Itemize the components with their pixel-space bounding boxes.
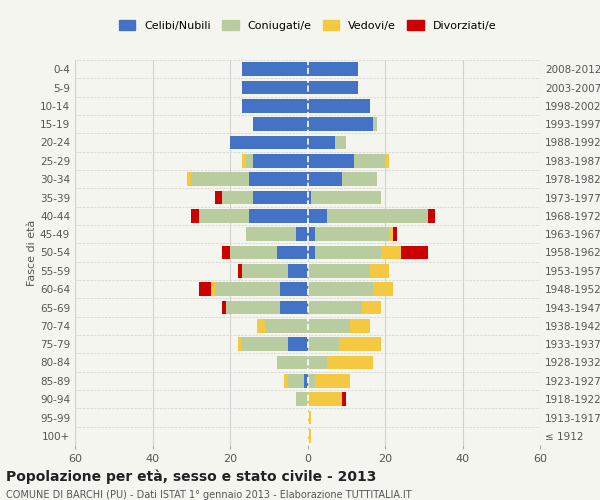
Bar [381,246,401,260]
Bar [308,172,343,186]
Bar [222,190,253,204]
Bar [311,190,381,204]
Bar [385,154,389,168]
Bar [308,319,350,332]
Bar [238,338,242,351]
Bar [308,282,373,296]
Bar [242,154,245,168]
Bar [288,264,308,278]
Bar [242,264,288,278]
Bar [393,228,397,241]
Bar [354,154,385,168]
Bar [373,282,393,296]
Bar [308,80,358,94]
Bar [296,392,308,406]
Bar [428,209,436,222]
Bar [308,356,327,370]
Bar [230,246,277,260]
Bar [308,246,315,260]
Bar [253,190,308,204]
Text: Popolazione per età, sesso e stato civile - 2013: Popolazione per età, sesso e stato civil… [6,470,376,484]
Bar [277,246,308,260]
Bar [296,228,308,241]
Bar [245,154,253,168]
Text: COMUNE DI BARCHI (PU) - Dati ISTAT 1° gennaio 2013 - Elaborazione TUTTITALIA.IT: COMUNE DI BARCHI (PU) - Dati ISTAT 1° ge… [6,490,412,500]
Bar [308,228,315,241]
Bar [222,300,226,314]
Bar [315,374,350,388]
Bar [238,264,242,278]
Bar [308,136,335,149]
Bar [288,374,304,388]
Bar [308,338,338,351]
Bar [308,410,311,424]
Y-axis label: Fasce di età: Fasce di età [27,220,37,286]
Bar [277,356,308,370]
Bar [215,190,222,204]
Bar [211,282,215,296]
Bar [284,374,288,388]
Bar [250,172,308,186]
Bar [191,209,199,222]
Bar [327,356,373,370]
Bar [257,319,265,332]
Bar [308,154,354,168]
Bar [315,246,381,260]
Bar [308,118,373,131]
Bar [350,319,370,332]
Bar [308,374,315,388]
Bar [308,392,343,406]
Bar [199,282,211,296]
Bar [315,228,389,241]
Bar [222,246,230,260]
Bar [215,282,280,296]
Bar [308,99,370,112]
Bar [226,300,280,314]
Bar [250,209,308,222]
Bar [335,136,346,149]
Bar [338,338,381,351]
Bar [373,118,377,131]
Bar [288,338,308,351]
Bar [242,62,308,76]
Bar [280,282,308,296]
Bar [230,136,308,149]
Bar [304,374,308,388]
Bar [308,429,311,442]
Bar [253,154,308,168]
Bar [389,228,393,241]
Bar [308,300,362,314]
Bar [265,319,308,332]
Bar [191,172,250,186]
Bar [308,190,311,204]
Bar [242,338,288,351]
Legend: Celibi/Nubili, Coniugati/e, Vedovi/e, Divorziati/e: Celibi/Nubili, Coniugati/e, Vedovi/e, Di… [114,16,501,35]
Bar [245,228,296,241]
Bar [343,172,377,186]
Bar [242,80,308,94]
Bar [253,118,308,131]
Bar [401,246,428,260]
Bar [362,300,381,314]
Bar [308,62,358,76]
Bar [370,264,389,278]
Bar [327,209,428,222]
Bar [280,300,308,314]
Bar [343,392,346,406]
Bar [308,264,370,278]
Bar [199,209,250,222]
Bar [187,172,191,186]
Bar [242,99,308,112]
Bar [308,209,327,222]
